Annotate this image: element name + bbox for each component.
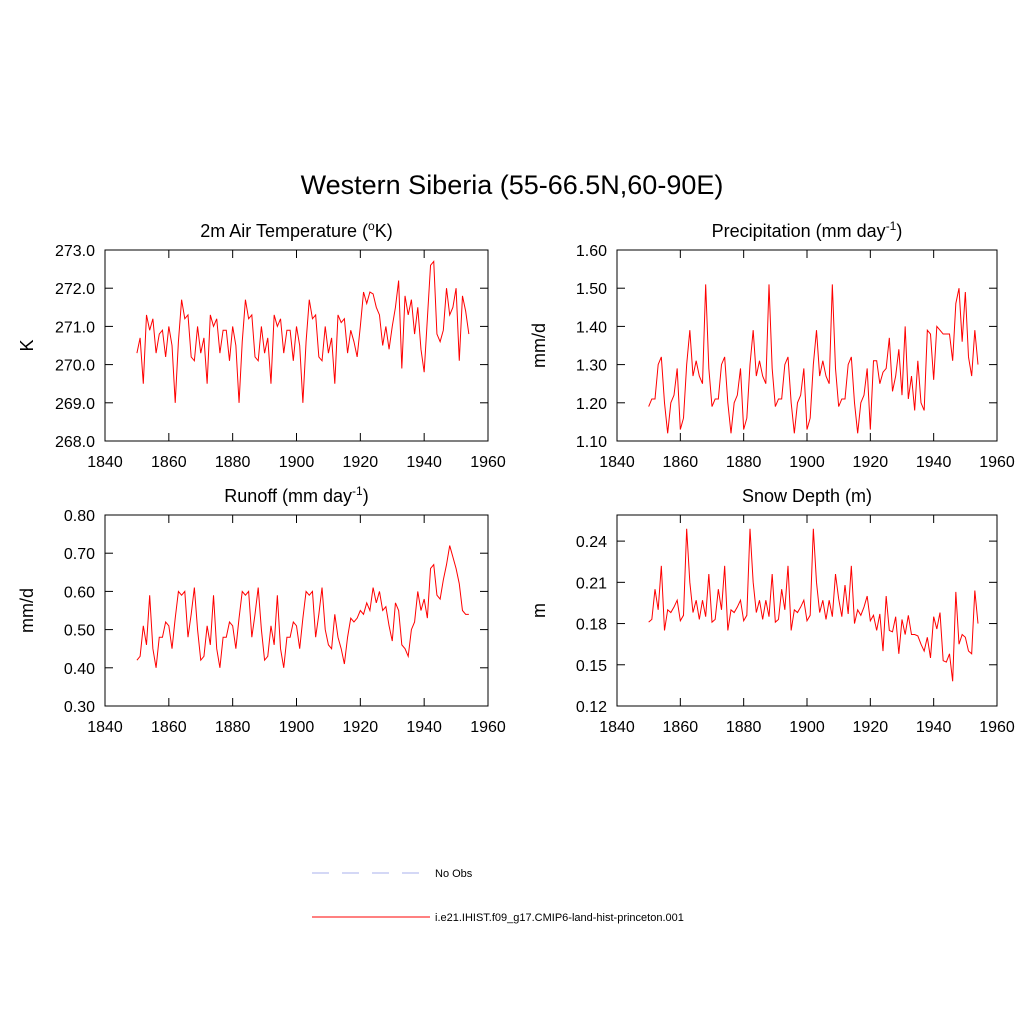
x-tick-label: 1940 <box>406 719 442 736</box>
x-tick-label: 1920 <box>343 454 379 471</box>
x-tick-label: 1860 <box>663 454 699 471</box>
plot-frame <box>104 514 489 707</box>
x-tick-label: 1960 <box>470 719 506 736</box>
x-tick-label: 1960 <box>979 454 1015 471</box>
x-tick-label: 1860 <box>663 719 699 736</box>
y-tick-label: 1.30 <box>576 358 607 375</box>
x-tick-label: 1860 <box>151 454 187 471</box>
x-tick-label: 1840 <box>599 454 635 471</box>
y-tick-label: 1.10 <box>576 434 607 451</box>
y-tick-label: 0.60 <box>64 584 95 601</box>
y-tick-label: 0.70 <box>64 546 95 563</box>
x-tick-label: 1840 <box>87 454 123 471</box>
x-tick-label: 1900 <box>279 454 315 471</box>
data-line <box>648 528 979 682</box>
title-part: ) <box>363 486 369 506</box>
y-tick-label: 0.50 <box>64 623 95 640</box>
y-tick-label: 0.18 <box>576 617 607 634</box>
y-tick-label: 1.20 <box>576 396 607 413</box>
y-tick-label: 0.30 <box>64 699 95 716</box>
legend-label: i.e21.IHIST.f09_g17.CMIP6-land-hist-prin… <box>435 912 684 924</box>
panel-title: Precipitation (mm day-1) <box>712 219 903 241</box>
y-tick-label: 0.12 <box>576 699 607 716</box>
data-line <box>136 260 470 403</box>
x-tick-label: 1880 <box>726 454 762 471</box>
panel-title: Runoff (mm day-1) <box>224 484 368 506</box>
x-tick-label: 1900 <box>789 719 825 736</box>
y-tick-label: 0.40 <box>64 661 95 678</box>
x-tick-label: 1920 <box>853 454 889 471</box>
x-tick-label: 1960 <box>470 454 506 471</box>
data-line <box>648 284 979 434</box>
plot-frame <box>104 249 489 442</box>
x-tick-label: 1940 <box>406 454 442 471</box>
title-part: K) <box>375 221 393 241</box>
x-tick-label: 1920 <box>343 719 379 736</box>
y-tick-label: 1.60 <box>576 243 607 260</box>
y-tick-label: 0.21 <box>576 575 607 592</box>
y-tick-label: 272.0 <box>55 281 95 298</box>
y-tick-label: 273.0 <box>55 243 95 260</box>
y-axis-label: mm/d <box>17 588 37 633</box>
x-tick-label: 1860 <box>151 719 187 736</box>
plot-frame <box>616 514 998 707</box>
figure-title: Western Siberia (55-66.5N,60-90E) <box>301 170 724 200</box>
x-tick-label: 1840 <box>87 719 123 736</box>
panel-title: Snow Depth (m) <box>742 486 872 506</box>
y-tick-label: 268.0 <box>55 434 95 451</box>
y-axis-label: K <box>17 339 37 351</box>
title-part: Snow Depth (m) <box>742 486 872 506</box>
x-tick-label: 1920 <box>853 719 889 736</box>
title-part: 2m Air Temperature ( <box>200 221 368 241</box>
y-tick-label: 0.15 <box>576 658 607 675</box>
x-tick-label: 1880 <box>215 454 251 471</box>
y-tick-label: 269.0 <box>55 396 95 413</box>
x-tick-label: 1900 <box>789 454 825 471</box>
x-tick-label: 1940 <box>916 719 952 736</box>
y-tick-label: 1.50 <box>576 281 607 298</box>
legend-label: No Obs <box>435 868 473 880</box>
x-tick-label: 1960 <box>979 719 1015 736</box>
y-axis-label: mm/d <box>529 323 549 368</box>
x-tick-label: 1880 <box>726 719 762 736</box>
data-line <box>136 545 469 668</box>
y-axis-label: m <box>529 603 549 618</box>
title-part: ) <box>896 221 902 241</box>
title-part: -1 <box>886 219 897 233</box>
y-tick-label: 1.40 <box>576 319 607 336</box>
y-tick-label: 0.80 <box>64 508 95 525</box>
x-tick-label: 1840 <box>599 719 635 736</box>
y-tick-label: 270.0 <box>55 358 95 375</box>
title-part: Runoff (mm day <box>224 486 352 506</box>
panel-title: 2m Air Temperature (oK) <box>200 219 392 241</box>
title-part: o <box>368 219 375 233</box>
x-tick-label: 1940 <box>916 454 952 471</box>
x-tick-label: 1900 <box>279 719 315 736</box>
plot-frame <box>616 249 998 442</box>
y-tick-label: 0.24 <box>576 534 607 551</box>
title-part: -1 <box>352 484 363 498</box>
title-part: Precipitation (mm day <box>712 221 886 241</box>
x-tick-label: 1880 <box>215 719 251 736</box>
y-tick-label: 271.0 <box>55 319 95 336</box>
